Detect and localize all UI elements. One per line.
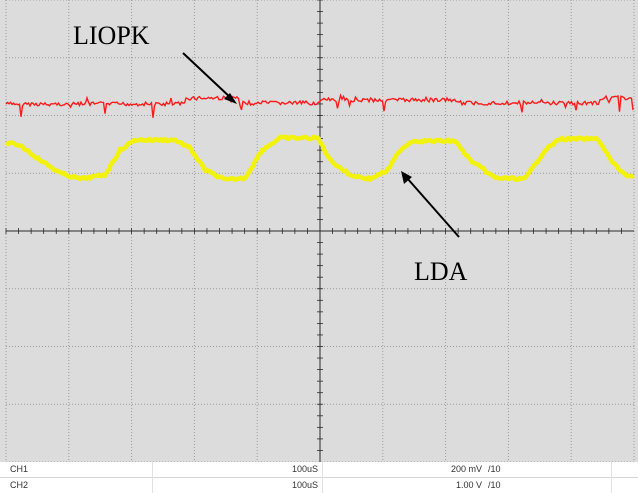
ch1-timebase: 100uS <box>291 464 318 474</box>
channel-readout-panel: CH1 100uS 200 mV /10 CH2 100uS 1.00 V /1… <box>0 462 638 493</box>
ch2-timebase: 100uS <box>291 480 318 490</box>
ch1-readout-row: CH1 100uS 200 mV /10 <box>0 462 638 478</box>
readout-divider <box>152 462 153 493</box>
readout-divider <box>322 462 323 493</box>
ch1-annotation-arrow <box>182 52 237 104</box>
ch1-name: CH1 <box>10 464 29 474</box>
ch1-trace <box>5 93 634 118</box>
ch2-annotation-arrow <box>401 171 460 238</box>
ch2-annotation-label: LDA <box>414 257 468 286</box>
ch2-readout-row: CH2 100uS 1.00 V /10 <box>0 478 638 493</box>
readout-divider <box>611 462 612 493</box>
ch2-per-div: /10 <box>488 480 501 490</box>
ch2-scale: 1.00 V <box>455 480 482 490</box>
ch1-per-div: /10 <box>488 464 501 474</box>
ch1-scale: 200 mV <box>450 464 482 474</box>
oscilloscope-screen: LIOPK LDA <box>0 0 638 462</box>
ch2-trace <box>4 134 636 183</box>
ch1-annotation-label: LIOPK <box>73 21 150 50</box>
graticule-axes <box>5 0 634 462</box>
ch2-name: CH2 <box>10 480 29 490</box>
